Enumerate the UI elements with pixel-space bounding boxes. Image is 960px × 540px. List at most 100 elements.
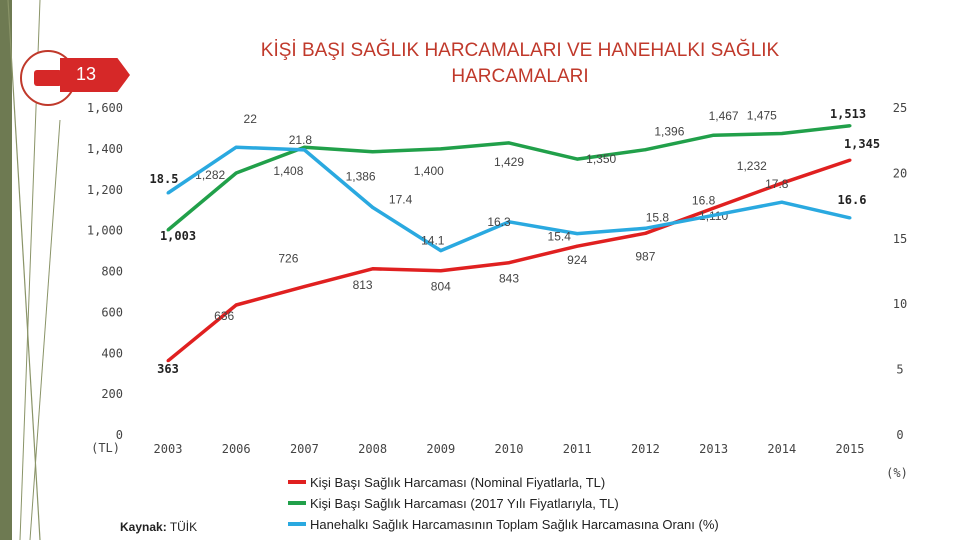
x-tick-label: 2008 bbox=[358, 442, 387, 456]
data-label: 16.6 bbox=[838, 193, 867, 207]
data-label: 843 bbox=[499, 272, 519, 286]
data-point bbox=[234, 171, 238, 175]
y-left-tick-label: 1,600 bbox=[87, 101, 123, 115]
x-tick-label: 2011 bbox=[563, 442, 592, 456]
data-label: 15.8 bbox=[646, 210, 670, 224]
y-left-tick-label: 600 bbox=[101, 305, 123, 319]
side-accent-bar bbox=[0, 0, 12, 540]
data-label: 22 bbox=[244, 112, 258, 126]
data-label: 1,513 bbox=[830, 107, 866, 121]
data-label: 1,003 bbox=[160, 229, 196, 243]
source-note: Kaynak: TÜİK bbox=[120, 520, 197, 534]
data-label: 14.1 bbox=[421, 234, 445, 248]
y-left-tick-label: 400 bbox=[101, 346, 123, 360]
x-tick-label: 2006 bbox=[222, 442, 251, 456]
data-point bbox=[166, 359, 170, 363]
data-point bbox=[780, 181, 784, 185]
x-tick-label: 2012 bbox=[631, 442, 660, 456]
data-label: 15.4 bbox=[548, 230, 572, 244]
y-left-tick-label: 800 bbox=[101, 265, 123, 279]
legend-entry: Hanehalkı Sağlık Harcamasının Toplam Sağ… bbox=[310, 517, 719, 532]
data-label: 16.8 bbox=[692, 193, 716, 207]
source-value: TÜİK bbox=[169, 520, 198, 534]
y-left-tick-label: 1,400 bbox=[87, 142, 123, 156]
data-point bbox=[643, 148, 647, 152]
y-right-tick-label: 25 bbox=[893, 101, 907, 115]
data-point bbox=[643, 231, 647, 235]
page-number-badge bbox=[60, 58, 130, 92]
x-tick-label: 2015 bbox=[836, 442, 865, 456]
y-left-tick-label: 200 bbox=[101, 387, 123, 401]
y-right-tick-label: 15 bbox=[893, 232, 907, 246]
data-point bbox=[507, 220, 511, 224]
data-point bbox=[848, 158, 852, 162]
data-label: 17.4 bbox=[389, 192, 413, 206]
data-label: 1,467 bbox=[709, 109, 739, 123]
data-label: 726 bbox=[278, 252, 298, 266]
data-point bbox=[643, 226, 647, 230]
logo-emblem bbox=[34, 70, 62, 86]
data-label: 18.5 bbox=[150, 172, 179, 186]
legend-entry: Kişi Başı Sağlık Harcaması (2017 Yılı Fi… bbox=[310, 496, 619, 511]
data-point bbox=[371, 150, 375, 154]
y-left-tick-label: 1,000 bbox=[87, 224, 123, 238]
data-point bbox=[575, 232, 579, 236]
data-label: 987 bbox=[635, 249, 655, 263]
x-tick-label: 2010 bbox=[495, 442, 524, 456]
data-label: 363 bbox=[157, 362, 179, 376]
data-point bbox=[848, 124, 852, 128]
data-point bbox=[712, 213, 716, 217]
data-label: 17.8 bbox=[765, 177, 789, 191]
data-point bbox=[780, 132, 784, 136]
data-label: 1,400 bbox=[414, 164, 444, 178]
data-point bbox=[575, 244, 579, 248]
x-tick-label: 2013 bbox=[699, 442, 728, 456]
data-point bbox=[302, 285, 306, 289]
x-tick-label: 2009 bbox=[426, 442, 455, 456]
data-label: 1,429 bbox=[494, 155, 524, 169]
data-point bbox=[507, 141, 511, 145]
data-label: 1,408 bbox=[273, 164, 303, 178]
y-right-axis-label: (%) bbox=[886, 466, 908, 480]
y-right-tick-label: 10 bbox=[893, 297, 907, 311]
data-label: 1,232 bbox=[737, 159, 767, 173]
data-label: 1,350 bbox=[586, 152, 616, 166]
data-label: 636 bbox=[214, 309, 234, 323]
data-point bbox=[439, 269, 443, 273]
data-label: 1,345 bbox=[844, 137, 880, 151]
y-left-axis-label: (TL) bbox=[91, 441, 120, 455]
data-label: 804 bbox=[431, 280, 451, 294]
x-tick-label: 2014 bbox=[767, 442, 796, 456]
y-right-tick-label: 5 bbox=[896, 363, 903, 377]
y-left-tick-label: 1,200 bbox=[87, 183, 123, 197]
data-point bbox=[439, 249, 443, 253]
page-number: 13 bbox=[76, 64, 97, 84]
y-right-tick-label: 0 bbox=[896, 428, 903, 442]
data-point bbox=[712, 133, 716, 137]
data-label: 1,396 bbox=[654, 125, 684, 139]
source-label: Kaynak: bbox=[120, 520, 167, 534]
institution-logo bbox=[20, 50, 76, 106]
x-tick-label: 2007 bbox=[290, 442, 319, 456]
data-point bbox=[166, 191, 170, 195]
title-line-2: HARCAMALARI bbox=[451, 66, 589, 87]
series-line bbox=[166, 158, 851, 363]
title-line-1: KİŞİ BAŞI SAĞLIK HARCAMALARI VE HANEHALK… bbox=[260, 40, 780, 61]
data-point bbox=[780, 200, 784, 204]
data-point bbox=[439, 147, 443, 151]
data-point bbox=[371, 267, 375, 271]
data-label: 813 bbox=[353, 278, 373, 292]
data-point bbox=[234, 145, 238, 149]
data-label: 1,475 bbox=[747, 109, 777, 123]
data-label: 21.8 bbox=[289, 133, 313, 147]
data-label: 924 bbox=[567, 253, 587, 267]
data-point bbox=[371, 205, 375, 209]
data-point bbox=[166, 228, 170, 232]
data-label: 16.3 bbox=[487, 215, 511, 229]
y-left-tick-label: 0 bbox=[116, 428, 123, 442]
legend-entry: Kişi Başı Sağlık Harcaması (Nominal Fiya… bbox=[310, 475, 605, 490]
data-point bbox=[234, 303, 238, 307]
page-title: KİŞİ BAŞI SAĞLIK HARCAMALARI VE HANEHALK… bbox=[200, 38, 840, 90]
data-point bbox=[848, 216, 852, 220]
